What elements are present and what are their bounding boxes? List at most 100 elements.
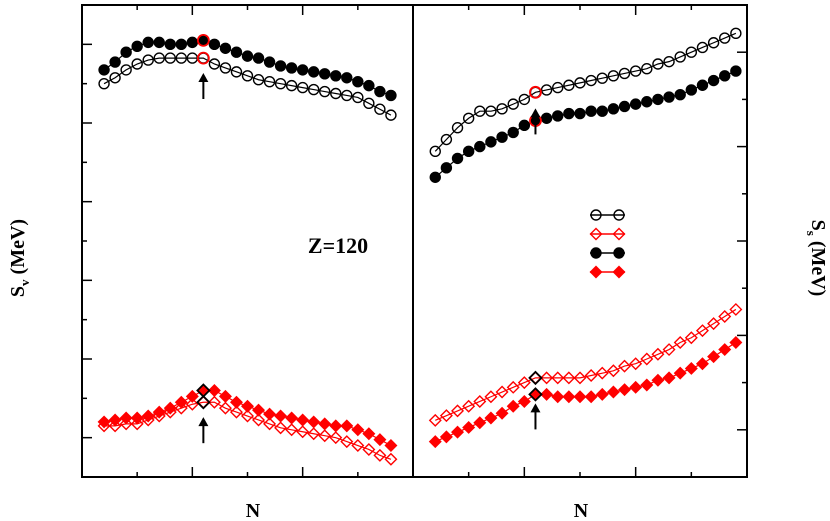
right-data-point	[517, 394, 531, 408]
right-data-point	[718, 310, 732, 324]
legend-entry-skmp-sedf	[589, 265, 626, 279]
right-data-point	[651, 373, 665, 387]
right-data-point	[674, 51, 686, 63]
left-data-point	[108, 413, 122, 427]
legend-marker-end	[612, 265, 626, 279]
right-data-point	[462, 145, 475, 158]
right-data-point	[707, 317, 721, 331]
left-data-point	[207, 383, 221, 397]
left-data-point	[131, 40, 143, 52]
annotation-arrow-head	[198, 417, 209, 427]
right-data-point	[684, 361, 698, 375]
left-data-point	[263, 407, 277, 421]
right-data-point	[540, 84, 553, 96]
right-data-point	[729, 335, 743, 349]
left-data-point	[97, 415, 111, 429]
y-axis-title-right-unit: (MeV)	[807, 236, 829, 297]
right-data-point	[673, 335, 687, 349]
right-data-point	[439, 430, 453, 444]
right-series-sly4-sedf	[429, 65, 742, 183]
right-data-point	[719, 32, 731, 44]
x-axis-title-right: N	[574, 500, 589, 521]
left-data-point	[98, 77, 110, 90]
left-data-point	[185, 397, 199, 411]
y-axis-title-right: Ss (MeV)	[804, 220, 829, 297]
left-data-point	[285, 411, 299, 425]
right-data-point	[428, 413, 442, 427]
left-data-point	[207, 395, 221, 409]
right-data-point	[562, 371, 576, 385]
left-data-point	[362, 427, 376, 441]
left-series-line	[103, 39, 392, 97]
right-data-point	[507, 98, 519, 110]
right-data-point	[584, 390, 598, 404]
right-data-point	[673, 366, 687, 380]
left-series-sly4-sedf	[98, 34, 397, 102]
right-data-point	[506, 380, 520, 394]
left-data-point	[141, 409, 155, 423]
right-data-point	[718, 343, 732, 357]
right-data-point	[428, 435, 442, 449]
left-data-point	[318, 429, 332, 443]
right-highlight-marker	[528, 370, 543, 386]
right-data-point	[439, 409, 453, 423]
legend-marker-start	[589, 227, 603, 241]
left-data-point	[330, 70, 342, 82]
right-data-point	[574, 77, 586, 89]
left-data-point	[385, 109, 397, 121]
right-data-point	[596, 72, 608, 84]
right-data-point	[451, 122, 464, 134]
right-data-point	[707, 37, 720, 49]
y-axis-title-left-main: S	[7, 286, 29, 297]
left-highlight-marker	[196, 394, 211, 410]
right-data-point	[540, 112, 553, 124]
left-data-point	[109, 72, 121, 84]
right-data-point	[585, 74, 597, 87]
right-highlight-marker	[529, 85, 542, 99]
right-data-point	[484, 390, 498, 404]
left-data-point	[384, 439, 398, 453]
left-highlight-marker	[196, 51, 210, 65]
right-data-point	[641, 96, 653, 108]
right-data-point	[707, 350, 721, 364]
right-data-point	[629, 65, 642, 77]
right-data-point	[563, 107, 575, 120]
right-data-point	[696, 79, 709, 91]
right-data-point	[462, 112, 475, 124]
left-data-point	[153, 52, 165, 64]
right-data-point	[451, 425, 465, 439]
right-data-point	[640, 352, 654, 366]
left-data-point	[120, 46, 132, 58]
left-data-point	[252, 413, 266, 427]
left-data-point	[308, 66, 320, 78]
left-data-point	[329, 431, 343, 445]
right-data-point	[540, 371, 554, 385]
right-data-point	[596, 105, 608, 117]
right-data-point	[506, 399, 520, 413]
left-data-point	[174, 401, 188, 415]
right-data-point	[607, 70, 620, 82]
right-data-point	[485, 105, 497, 117]
left-highlight-marker	[196, 34, 210, 47]
right-data-point	[685, 84, 698, 96]
right-data-point	[663, 55, 675, 68]
annotation-arrow-head	[198, 73, 209, 82]
left-data-point	[196, 383, 210, 397]
right-data-point	[662, 371, 676, 385]
left-data-point	[329, 419, 343, 433]
left-panel	[81, 4, 414, 478]
right-data-point	[573, 371, 587, 385]
left-data-point	[274, 421, 288, 435]
left-data-point	[384, 452, 398, 466]
left-data-point	[352, 91, 364, 104]
left-data-point	[296, 64, 309, 76]
legend	[589, 209, 626, 279]
left-data-point	[285, 79, 298, 92]
right-data-point	[695, 324, 709, 338]
left-data-point	[130, 411, 144, 425]
left-data-point	[185, 389, 199, 403]
left-data-point	[109, 56, 121, 68]
right-data-point	[518, 93, 531, 106]
left-data-point	[230, 46, 243, 58]
